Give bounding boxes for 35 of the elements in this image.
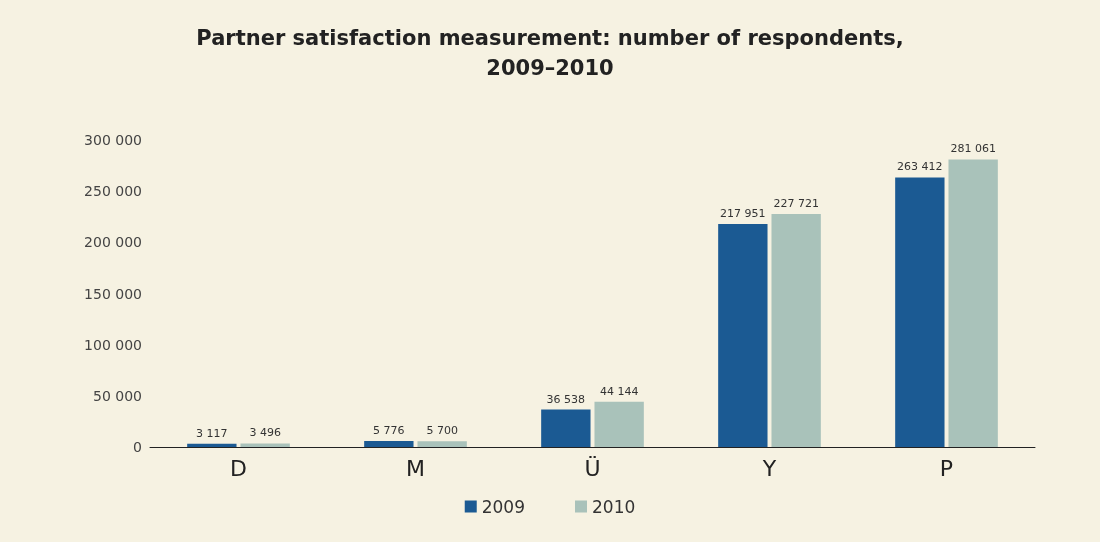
x-tick-label: D [230, 455, 247, 481]
y-tick-label: 150 000 [84, 285, 142, 302]
bar [240, 443, 290, 447]
data-label: 281 061 [950, 142, 996, 156]
bar [187, 443, 237, 447]
data-label: 3 117 [196, 426, 228, 440]
data-label: 5 700 [426, 424, 458, 438]
bar [718, 223, 768, 447]
y-tick-label: 250 000 [84, 183, 142, 200]
bar [417, 441, 467, 447]
bar [895, 177, 945, 447]
legend-label: 2010 [592, 496, 636, 517]
data-label: 44 144 [599, 384, 639, 398]
y-tick-label: 300 000 [84, 132, 142, 148]
bar [541, 409, 591, 447]
data-label: 5 776 [373, 424, 405, 438]
y-tick-label: 50 000 [93, 387, 142, 404]
bar [364, 441, 414, 447]
data-label: 227 721 [773, 196, 819, 210]
x-tick-label: P [939, 455, 954, 481]
x-tick-label: M [406, 455, 425, 481]
bar [948, 159, 998, 447]
x-tick-label: Ü [584, 455, 601, 481]
data-label: 36 538 [546, 392, 586, 406]
data-label: 3 496 [249, 426, 281, 440]
y-tick-label: 100 000 [84, 336, 142, 353]
bar [594, 401, 644, 447]
data-label: 217 951 [720, 206, 766, 220]
bar [771, 213, 821, 447]
legend-label: 2009 [481, 496, 525, 517]
data-label: 263 412 [897, 160, 943, 174]
chart-title: Partner satisfaction measurement: number of respondents, 2009–2010 [196, 26, 904, 80]
y-tick-label: 0 [133, 439, 142, 455]
y-tick-label: 200 000 [84, 234, 142, 251]
x-tick-label: Y [761, 455, 777, 481]
